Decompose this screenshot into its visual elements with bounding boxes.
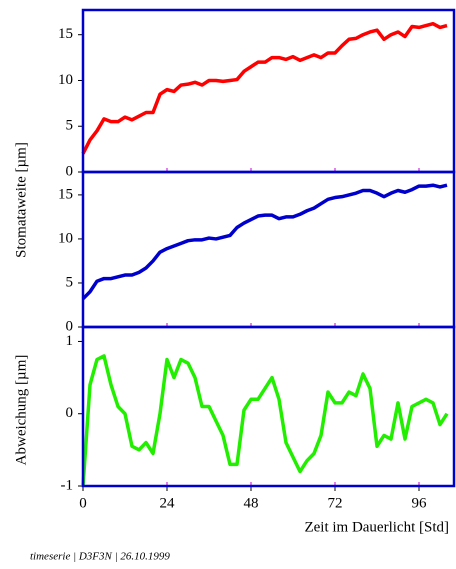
series-line (81, 21, 448, 155)
y-tick-label: 10 (58, 230, 73, 246)
y-axis-label: Abweichung [µm] (13, 355, 29, 466)
y-tick-label: 1 (66, 333, 74, 349)
plot-frame (81, 8, 456, 174)
y-tick-label: 5 (66, 118, 74, 134)
y-tick-label: 0 (66, 318, 74, 334)
plot-frame (81, 325, 456, 488)
x-tick-label: 72 (328, 495, 343, 511)
y-tick-label: 5 (66, 274, 74, 290)
x-tick-label: 48 (244, 495, 259, 511)
x-tick-label: 96 (412, 495, 428, 511)
y-tick-label: 0 (66, 405, 74, 421)
x-axis-label: Zeit im Dauerlicht [Std] (304, 519, 449, 535)
x-tick-label: 0 (79, 495, 87, 511)
y-tick-label: 15 (58, 26, 73, 42)
y-tick-label: -1 (61, 477, 74, 493)
y-axis-label: Stomataweite [µm] (13, 142, 29, 258)
series-line (81, 354, 449, 487)
footer: timeserie | D3F3N | 26.10.1999 (30, 551, 170, 563)
plot-frame (81, 170, 456, 329)
y-tick-label: 15 (58, 186, 73, 202)
series-line (81, 183, 448, 301)
y-tick-label: 0 (66, 163, 74, 179)
y-tick-label: 10 (58, 72, 73, 88)
x-tick-label: 24 (160, 495, 176, 511)
